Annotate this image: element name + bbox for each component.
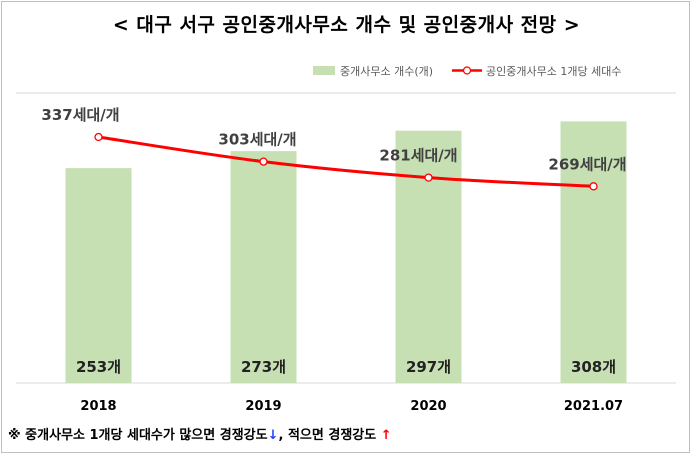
legend: 중개사무소 개수(개) 공인중개사무소 1개당 세대수 [313, 65, 621, 78]
legend-line-marker [462, 66, 472, 75]
bar-label-2021.07: 308개 [571, 358, 616, 376]
bar-2018 [65, 168, 132, 383]
line-series [98, 135, 594, 188]
x-tick-2021.07: 2021.07 [564, 399, 623, 414]
x-tick-2018: 2018 [80, 399, 116, 414]
line-label-2020: 281세대/개 [379, 147, 457, 165]
line-point-2019 [259, 157, 268, 166]
bar-2021.07 [560, 121, 627, 383]
x-axis-ticks: 2018 2019 2020 2021.07 [80, 399, 623, 414]
bar-label-2018: 253개 [76, 358, 121, 376]
line-label-2019: 303세대/개 [218, 131, 296, 149]
bar-2020 [395, 130, 462, 383]
legend-line-label: 공인중개사무소 1개당 세대수 [486, 65, 621, 78]
line-point-2020 [424, 173, 433, 182]
line-label-2018: 337세대/개 [41, 106, 119, 124]
legend-bar-label: 중개사무소 개수(개) [340, 65, 433, 78]
arrow-up-icon: ↑ [380, 428, 392, 443]
legend-bar-swatch [313, 66, 335, 75]
x-tick-2019: 2019 [245, 399, 281, 414]
bars-group: 253개 273개 297개 308개 [65, 121, 627, 383]
bar-2019 [230, 151, 297, 383]
arrow-down-icon: ↓ [267, 428, 279, 443]
line-label-2021.07: 269세대/개 [548, 155, 626, 173]
bar-label-2020: 297개 [406, 358, 451, 376]
footnote: ※ 중개사무소 1개당 세대수가 많으면 경쟁강도↓, 적으면 경쟁강도 ↑ [8, 424, 392, 443]
x-tick-2020: 2020 [410, 399, 446, 414]
line-point-2018 [94, 132, 103, 142]
line-series-group: 337세대/개 303세대/개 281세대/개 269세대/개 [41, 106, 627, 191]
footnote-text-1: ※ 중개사무소 1개당 세대수가 많으면 경쟁강도 [8, 428, 268, 443]
footnote-text-2: , 적으면 경쟁강도 [278, 428, 381, 443]
bar-label-2019: 273개 [241, 358, 286, 376]
chart-title: < 대구 서구 공인중개사무소 개수 및 공인중개사 전망 > [112, 14, 581, 36]
line-point-2021.07 [589, 182, 598, 191]
